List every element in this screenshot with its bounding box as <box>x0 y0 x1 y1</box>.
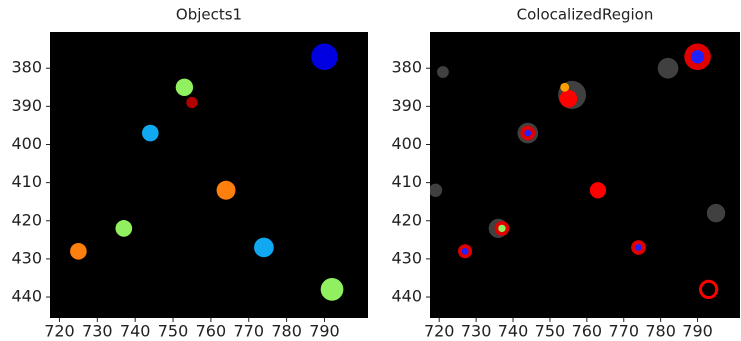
y-tick-label: 400 <box>11 134 42 153</box>
y-tick-label: 440 <box>391 287 422 306</box>
y-tick-label: 390 <box>391 96 422 115</box>
x-tick-label: 760 <box>196 322 227 341</box>
object <box>115 220 132 237</box>
object <box>429 184 442 197</box>
object <box>311 44 338 71</box>
panel-title: ColocalizedRegion <box>517 6 654 24</box>
object <box>498 225 505 232</box>
y-tick-label: 420 <box>391 210 422 229</box>
object <box>691 50 704 63</box>
object <box>186 97 197 108</box>
image-background <box>50 32 368 318</box>
object <box>635 244 642 251</box>
panel-title: Objects1 <box>176 6 242 24</box>
x-tick-label: 730 <box>461 322 492 341</box>
object <box>437 66 449 78</box>
image-background <box>430 32 740 318</box>
y-tick-label: 410 <box>11 172 42 191</box>
object <box>176 79 193 96</box>
x-tick-label: 760 <box>572 322 603 341</box>
x-tick-label: 780 <box>645 322 676 341</box>
x-tick-label: 730 <box>82 322 113 341</box>
object <box>321 278 344 301</box>
object <box>707 204 725 222</box>
x-tick-label: 750 <box>535 322 566 341</box>
y-tick-label: 380 <box>391 58 422 77</box>
object <box>462 248 469 255</box>
y-tick-label: 400 <box>391 134 422 153</box>
object <box>560 83 569 92</box>
x-tick-label: 740 <box>120 322 151 341</box>
y-tick-label: 380 <box>11 58 42 77</box>
x-tick-label: 790 <box>309 322 340 341</box>
x-tick-label: 720 <box>44 322 75 341</box>
y-tick-label: 430 <box>11 248 42 267</box>
y-tick-label: 440 <box>11 287 42 306</box>
y-tick-label: 410 <box>391 172 422 191</box>
object <box>524 130 531 137</box>
x-tick-label: 720 <box>424 322 455 341</box>
x-tick-label: 770 <box>233 322 264 341</box>
x-tick-label: 790 <box>682 322 713 341</box>
x-tick-label: 740 <box>498 322 529 341</box>
y-tick-label: 430 <box>391 248 422 267</box>
figure: Objects1 720 730 740 750 760 770 780 790 380 390 40… <box>0 0 741 341</box>
object <box>658 58 679 79</box>
object <box>217 181 236 200</box>
object <box>142 125 159 142</box>
object <box>560 90 578 108</box>
y-tick-label: 390 <box>11 96 42 115</box>
x-tick-label: 780 <box>271 322 302 341</box>
object <box>70 243 87 260</box>
x-tick-label: 770 <box>608 322 639 341</box>
y-tick-label: 420 <box>11 210 42 229</box>
object <box>254 238 274 258</box>
x-tick-label: 750 <box>158 322 189 341</box>
object <box>590 182 606 198</box>
